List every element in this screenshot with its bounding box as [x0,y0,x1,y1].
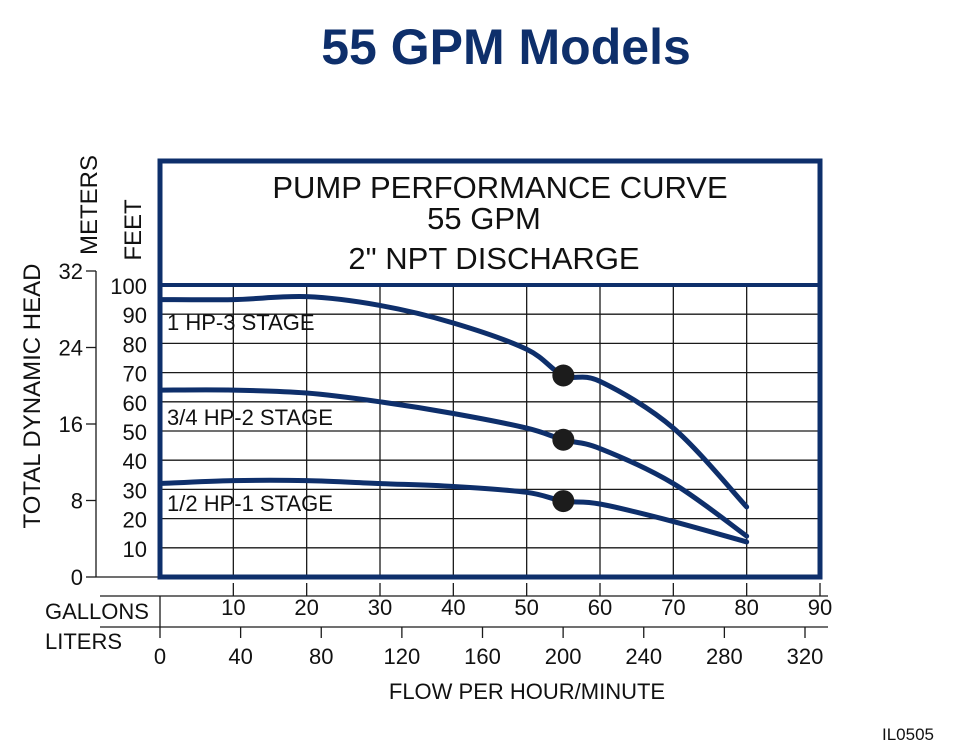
y-tick-label: 100 [110,274,147,299]
x2-tick-label: 40 [228,644,252,669]
y-axis-unit-label: FEET [120,199,147,261]
x-tick-label: 90 [808,595,832,620]
y-tick-label: 60 [123,391,147,416]
x2-tick-label: 320 [787,644,824,669]
y2-tick-label: 0 [71,565,83,590]
image-code: IL0505 [882,725,934,744]
chart-title-line-3: 2" NPT DISCHARGE [348,241,639,276]
series-label: 1/2 HP-1 STAGE [167,491,333,516]
y-axis-label: TOTAL DYNAMIC HEAD [19,264,46,529]
y2-tick-label: 24 [59,336,83,361]
x-tick-label: 50 [514,595,538,620]
chart-title-line-2: 55 GPM [427,201,541,236]
x2-tick-label: 160 [464,644,501,669]
y-tick-label: 90 [123,303,147,328]
chart-frame [157,158,823,580]
operating-point-marker [552,428,575,451]
y-tick-label: 80 [123,332,147,357]
operating-point-marker [552,490,575,513]
y-tick-label: 50 [123,420,147,445]
x-tick-label: 40 [441,595,465,620]
x-tick-label: 60 [588,595,612,620]
x2-tick-label: 280 [706,644,743,669]
y2-axis-unit-label: METERS [76,155,103,255]
y-tick-label: 30 [123,478,147,503]
x-tick-label: 30 [368,595,392,620]
y-tick-label: 40 [123,449,147,474]
series-line [157,387,750,539]
x2-tick-label: 200 [545,644,582,669]
series-label: 1 HP-3 STAGE [167,310,315,335]
x-axis-unit-label: GALLONS [45,599,149,624]
chart-title-line-1: PUMP PERFORMANCE CURVE [272,170,727,205]
series-line [157,294,750,510]
series-label: 3/4 HP-2 STAGE [167,405,333,430]
x2-tick-label: 80 [309,644,333,669]
y-tick-label: 20 [123,508,147,533]
series-line [157,477,750,545]
y-tick-label: 70 [123,362,147,387]
y2-tick-label: 8 [71,489,83,514]
y2-tick-label: 16 [59,412,83,437]
x-tick-label: 20 [294,595,318,620]
x2-tick-label: 0 [154,644,166,669]
y-tick-label: 10 [123,537,147,562]
x-tick-label: 80 [734,595,758,620]
page-title: 55 GPM Models [321,19,691,75]
y2-tick-label: 32 [59,259,83,284]
x2-tick-label: 120 [384,644,421,669]
x-axis-title: FLOW PER HOUR/MINUTE [389,679,665,704]
x-tick-label: 70 [661,595,685,620]
x-tick-label: 10 [221,595,245,620]
x2-tick-label: 240 [625,644,662,669]
operating-point-marker [552,364,575,387]
x2-axis-unit-label: LITERS [45,629,122,654]
